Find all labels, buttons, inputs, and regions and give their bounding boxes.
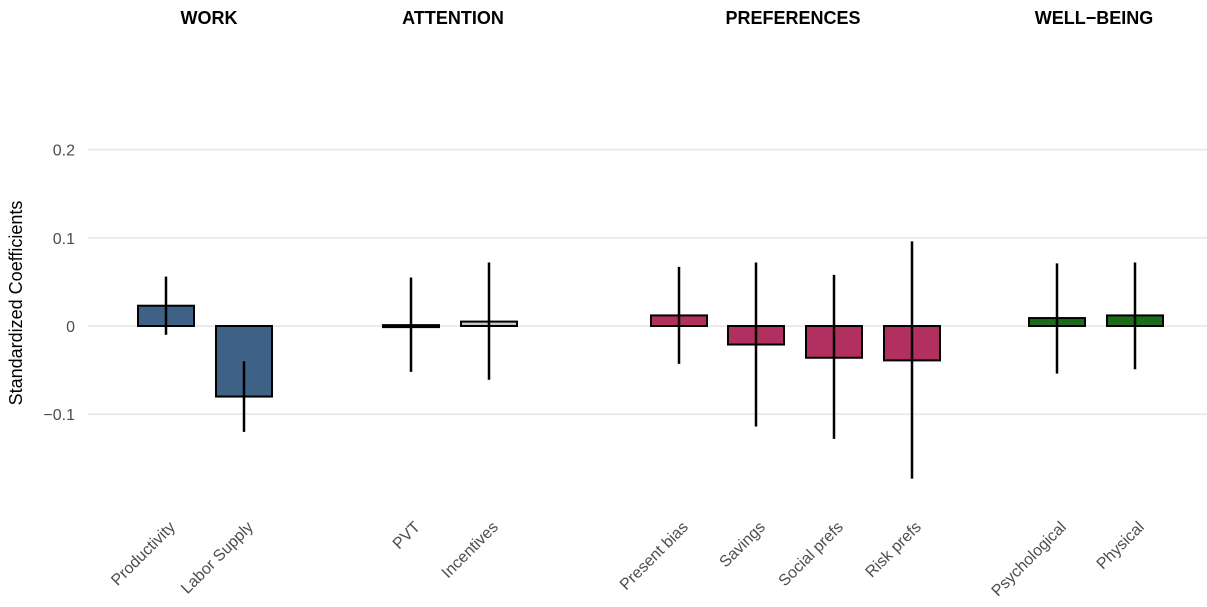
y-tick-labels: 0.2 0.1 0 −0.1 xyxy=(43,143,75,425)
category-label: Labor Supply xyxy=(178,519,257,598)
y-tick-label: 0 xyxy=(66,319,75,336)
category-label: Social prefs xyxy=(776,519,847,590)
y-tick-label: 0.1 xyxy=(53,231,75,248)
category-label: Psychological xyxy=(989,519,1070,600)
category-label: Physical xyxy=(1094,519,1148,573)
y-tick-label: −0.1 xyxy=(43,407,75,424)
category-label: Incentives xyxy=(439,519,502,582)
y-tick-label: 0.2 xyxy=(53,143,75,160)
group-title: PREFERENCES xyxy=(725,8,860,28)
category-label: Savings xyxy=(717,519,769,571)
group-title: WORK xyxy=(181,8,238,28)
error-bars-layer xyxy=(164,241,1137,479)
gridlines xyxy=(88,148,1207,415)
group-title: WELL−BEING xyxy=(1035,8,1154,28)
category-label: Risk prefs xyxy=(863,519,925,581)
y-axis-title: Standardized Coefficients xyxy=(6,201,26,406)
category-label: Productivity xyxy=(108,519,179,590)
category-label: Present bias xyxy=(617,519,692,594)
bars-layer xyxy=(137,304,1164,398)
group-title: ATTENTION xyxy=(402,8,504,28)
category-labels: Productivity Labor Supply PVT Incentives Pre… xyxy=(108,519,1148,600)
category-label: PVT xyxy=(390,519,424,553)
group-titles: WORK ATTENTION PREFERENCES WELL−BEING xyxy=(181,8,1154,28)
